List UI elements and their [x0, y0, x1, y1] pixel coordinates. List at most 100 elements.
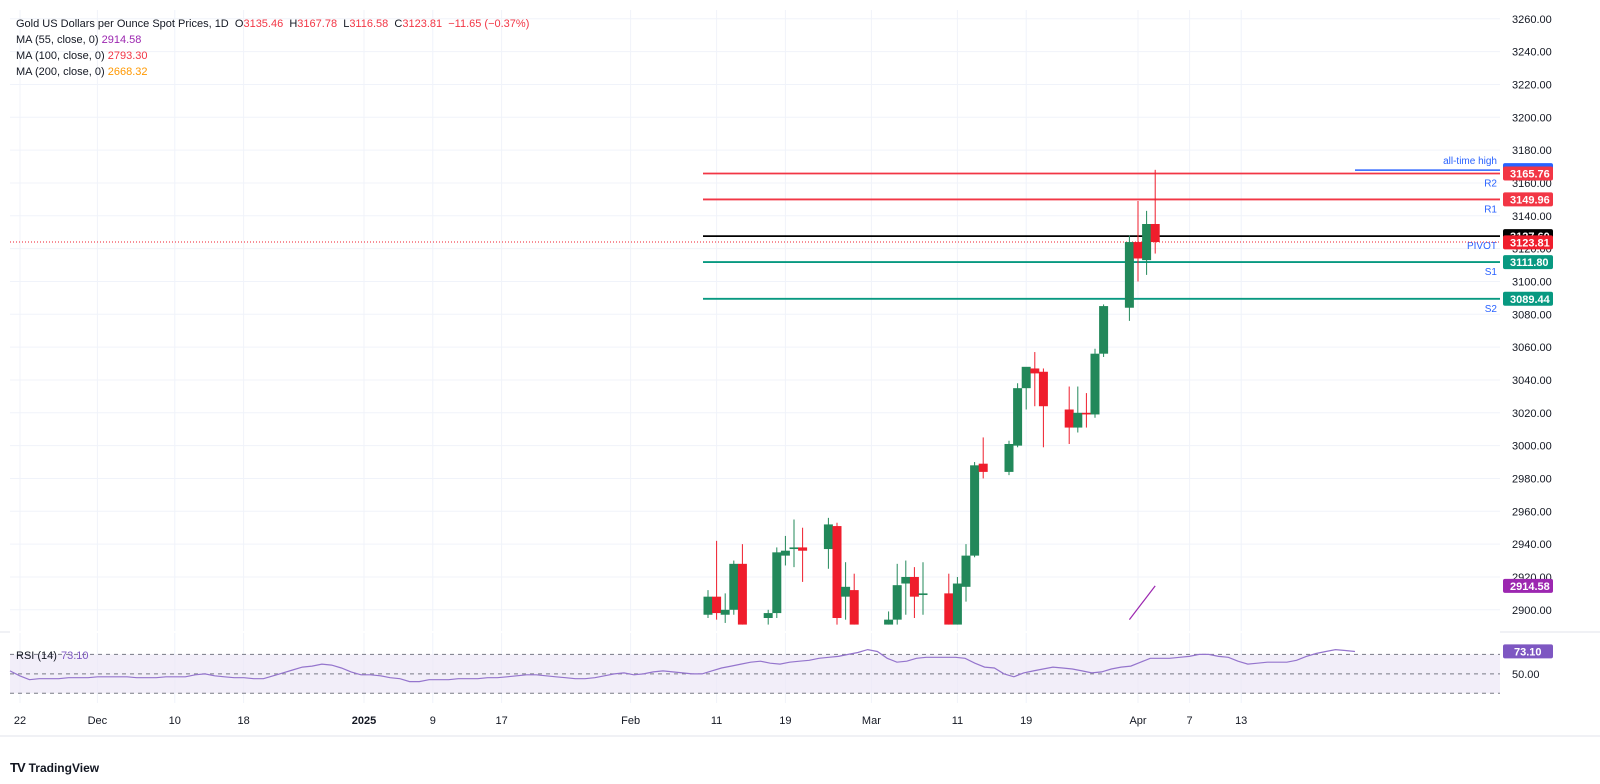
y-tick-label: 3040.00 [1512, 375, 1552, 387]
candle-body [1030, 368, 1040, 374]
candle [849, 573, 859, 625]
x-tick-label: 13 [1235, 715, 1247, 727]
y-tick-label: 3160.00 [1512, 178, 1552, 190]
badge-ma55: 2914.58 [1510, 581, 1550, 593]
candle-body [823, 524, 833, 550]
candlestick-series [10, 169, 1500, 633]
y-tick-label: 2960.00 [1512, 506, 1552, 518]
badge-s1: 3111.80 [1510, 257, 1549, 269]
badge-s1-bg [1503, 255, 1553, 270]
candle [978, 437, 988, 479]
badge-s2-bg [1503, 291, 1553, 306]
candle [1030, 352, 1040, 407]
candle-body [1013, 388, 1023, 446]
candle-body [1150, 223, 1160, 243]
candle [729, 560, 739, 615]
high-label: H [289, 18, 298, 30]
candle-body [841, 586, 851, 597]
high-value: 3167.78 [297, 18, 338, 30]
candle-body [832, 526, 842, 619]
rsi-pane [9, 648, 1500, 694]
ma200-label: MA (200, close, 0) [16, 66, 105, 78]
ma55-value: 2914.58 [101, 34, 142, 46]
x-tick-label: Mar [862, 715, 881, 727]
low-value: 3116.58 [349, 18, 389, 30]
grid-lines [0, 10, 1600, 737]
candle [1142, 210, 1152, 275]
rsi-label: RSI (14) [16, 650, 57, 662]
candle-body [712, 596, 722, 614]
x-tick-label: 7 [1187, 715, 1193, 727]
y-tick-label: 3020.00 [1512, 408, 1552, 420]
price-axis[interactable]: 2900.002920.002940.002960.002980.003000.… [1512, 14, 1552, 681]
candle [789, 519, 799, 568]
candle-body [961, 555, 971, 587]
candle [1038, 368, 1048, 448]
close-label: C [394, 18, 403, 30]
x-tick-label: 11 [952, 715, 963, 727]
level-label-r2: R2 [1484, 178, 1497, 189]
badge-ma55-bg [1503, 578, 1553, 593]
y-tick-label: 3200.00 [1512, 112, 1552, 124]
candle [1081, 393, 1091, 428]
y-tick-label: 2940.00 [1512, 539, 1552, 551]
rsi-legend: RSI (14) 73.10 [16, 650, 89, 662]
x-tick-label: Apr [1129, 715, 1146, 727]
candle-body [780, 550, 790, 556]
x-tick-label: Dec [88, 715, 108, 727]
badge-last-price: 3123.81 [1510, 237, 1550, 249]
y-tick-label: 2900.00 [1512, 605, 1552, 617]
tradingview-brand[interactable]: TV TradingView [10, 760, 99, 775]
candle-body [849, 590, 859, 625]
candle [712, 540, 722, 620]
y-tick-label: 3060.00 [1512, 342, 1552, 354]
badge-last-price-bg [1503, 235, 1553, 250]
ma200-row: MA (200, close, 0) 2668.32 [16, 64, 529, 80]
candle [841, 562, 851, 620]
candle-body [1064, 409, 1074, 428]
candle [1013, 383, 1023, 448]
badge-r1-bg [1503, 192, 1553, 207]
x-tick-label: 17 [495, 715, 507, 727]
candle-body [901, 576, 911, 584]
ma100-label: MA (100, close, 0) [16, 50, 105, 62]
open-value: 3135.46 [243, 18, 284, 30]
candle-body [789, 547, 799, 550]
candle [1090, 348, 1100, 418]
candle [918, 562, 928, 615]
candle-body [944, 593, 954, 625]
level-label-s1: S1 [1485, 267, 1498, 278]
y-tick-label: 3220.00 [1512, 79, 1552, 91]
y-tick-label: 2980.00 [1512, 473, 1552, 485]
rsi-legend-value: 73.10 [60, 650, 89, 662]
candle [944, 573, 954, 625]
candle [720, 593, 730, 623]
candle [892, 563, 902, 625]
candle [780, 535, 790, 566]
badge-r2: 3165.76 [1510, 168, 1550, 180]
x-tick-label: 22 [14, 715, 26, 727]
candle-body [737, 563, 747, 625]
x-tick-label: 19 [1020, 715, 1032, 727]
candle-body [1081, 412, 1091, 415]
level-label-all-time-high: all-time high [1443, 156, 1497, 167]
y-tick-label: 3140.00 [1512, 211, 1552, 223]
candle [884, 611, 894, 625]
ma200-value: 2668.32 [107, 66, 148, 78]
x-tick-label: 18 [237, 715, 249, 727]
badge-r1: 3149.96 [1510, 194, 1550, 206]
candle-body [1038, 371, 1048, 407]
candle [1099, 304, 1109, 357]
candle-body [1004, 443, 1014, 472]
candle-body [720, 609, 730, 615]
y-tick-label: 3100.00 [1512, 276, 1552, 288]
time-axis[interactable]: 22 Dec 10 18 2025 9 17 Feb 11 19 Mar 11 19 Apr 7 13 [14, 715, 1247, 727]
x-tick-label: 2025 [352, 715, 376, 727]
pane-edge-mask [10, 631, 1500, 633]
candle [798, 527, 808, 582]
rsi-line [9, 648, 1356, 683]
ma100-value: 2793.30 [107, 50, 148, 62]
candle [901, 560, 911, 615]
candle [1150, 169, 1160, 254]
